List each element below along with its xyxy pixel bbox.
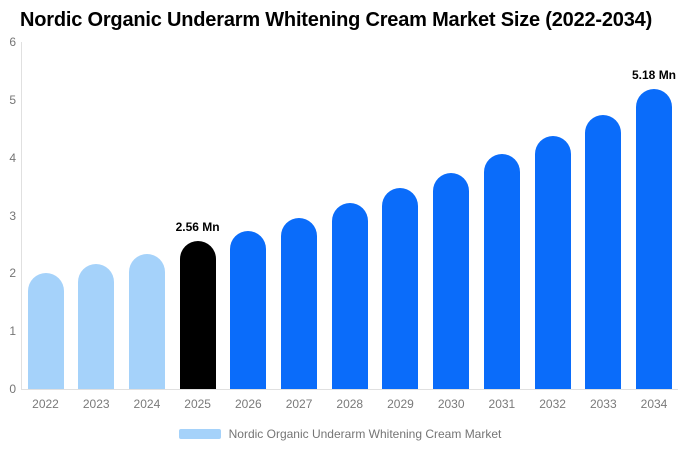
- x-axis-label-2029: 2029: [387, 397, 414, 411]
- x-axis-label-2025: 2025: [184, 397, 211, 411]
- bar-2034[interactable]: [636, 89, 673, 389]
- y-axis-tick-label: 1: [9, 324, 16, 339]
- bar-2025[interactable]: [179, 241, 216, 389]
- bar-2030[interactable]: [433, 173, 470, 389]
- bar-2028[interactable]: [331, 203, 368, 389]
- bar-2023[interactable]: [78, 264, 115, 389]
- y-axis-tick-label: 4: [9, 150, 16, 165]
- bar-2031[interactable]: [483, 154, 520, 389]
- x-axis-label-2034: 2034: [640, 397, 668, 411]
- bar-value-label-2025: 2.56 Mn: [175, 219, 220, 234]
- bar-2024[interactable]: [128, 254, 165, 389]
- bar-2029[interactable]: [382, 188, 419, 389]
- x-axis-label-2033: 2033: [589, 397, 617, 411]
- x-axis-label-2027: 2027: [285, 397, 313, 411]
- bar-2032[interactable]: [534, 136, 571, 389]
- y-axis-tick-label: 0: [9, 382, 16, 396]
- chart-title: Nordic Organic Underarm Whitening Cream …: [20, 9, 653, 31]
- bar-2022[interactable]: [27, 273, 64, 389]
- x-axis-label-2031: 2031: [488, 397, 516, 411]
- y-axis-tick-label: 3: [9, 208, 16, 223]
- bar-2026[interactable]: [230, 231, 267, 389]
- x-axis-line: [21, 389, 678, 390]
- x-axis-label-2024: 2024: [133, 397, 161, 411]
- x-axis-label-2026: 2026: [234, 397, 262, 411]
- y-axis-tick-label: 2: [9, 266, 16, 281]
- x-axis-label-2028: 2028: [336, 397, 364, 411]
- x-axis-label-2023: 2023: [82, 397, 110, 411]
- y-axis-line: [21, 42, 22, 389]
- legend-swatch-icon: [178, 429, 221, 439]
- x-axis-label-2030: 2030: [437, 397, 465, 411]
- legend-label: Nordic Organic Underarm Whitening Cream …: [228, 427, 502, 441]
- y-axis-tick-label: 5: [9, 92, 16, 107]
- bar-2033[interactable]: [585, 115, 622, 389]
- x-axis-label-2022: 2022: [32, 397, 59, 411]
- bar-2027[interactable]: [281, 218, 318, 389]
- x-axis-label-2032: 2032: [539, 397, 566, 411]
- legend-item[interactable]: Nordic Organic Underarm Whitening Cream …: [0, 427, 680, 441]
- bar-value-label-2034: 5.18 Mn: [632, 68, 677, 83]
- y-axis-tick-label: 6: [9, 35, 16, 49]
